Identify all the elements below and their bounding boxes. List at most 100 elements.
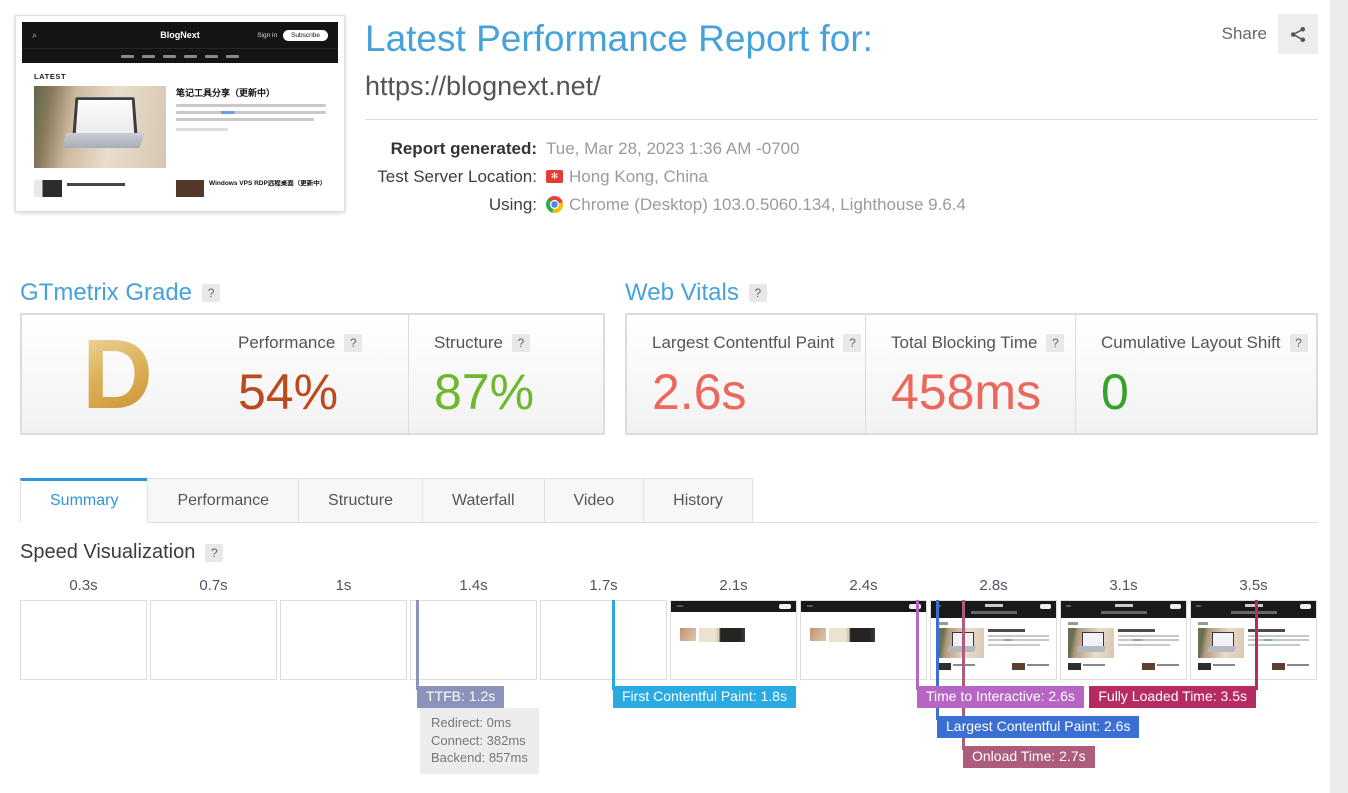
meta-value-text: Chrome (Desktop) 103.0.5060.134, Lightho… <box>569 194 966 214</box>
onload-time-label: Onload Time: 2.7s <box>963 746 1095 768</box>
meta-value: Chrome (Desktop) 103.0.5060.134, Lightho… <box>546 191 966 219</box>
chrome-icon <box>546 196 563 214</box>
detail-line: Redirect: 0ms <box>431 715 512 730</box>
first-contentful-paint-label: First Contentful Paint: 1.8s <box>613 686 796 708</box>
timeline-tick: 1.7s <box>589 577 618 594</box>
metric-label-text: Cumulative Layout Shift <box>1101 333 1281 352</box>
report-meta: Report generated: Tue, Mar 28, 2023 1:36 … <box>365 135 1318 219</box>
vitals-panel: Largest Contentful Paint? 2.6s Total Block… <box>625 313 1318 435</box>
metric-cumulative-layout-shift: Cumulative Layout Shift? 0 <box>1075 315 1312 433</box>
report-meta-row: Report generated: Tue, Mar 28, 2023 1:36 … <box>365 135 1318 163</box>
meta-label: Report generated: <box>390 138 537 158</box>
grade-letter: D <box>82 319 153 429</box>
hong-kong-flag-icon: ✻ <box>546 170 563 184</box>
meta-value: Tue, Mar 28, 2023 1:36 AM -0700 <box>546 135 800 163</box>
time-to-interactive-label: Time to Interactive: 2.6s <box>917 686 1084 708</box>
help-icon[interactable]: ? <box>748 284 767 302</box>
header-divider <box>365 118 1318 120</box>
help-icon[interactable]: ? <box>1046 334 1065 352</box>
metric-performance: Performance? 54% <box>213 315 408 433</box>
filmstrip-frame-1-4s <box>410 600 537 680</box>
site-signin-link: Sign in <box>257 31 278 39</box>
metric-structure: Structure? 87% <box>408 315 603 433</box>
largest-contentful-paint-label: Largest Contentful Paint: 2.6s <box>937 716 1140 738</box>
help-icon[interactable]: ? <box>205 543 224 562</box>
site-subscribe-button: Subscribe <box>283 29 328 41</box>
timeline-tick: 2.8s <box>979 577 1008 594</box>
share-button[interactable] <box>1278 14 1318 54</box>
largest-contentful-paint-marker-line <box>936 600 939 720</box>
share-label: Share <box>1221 24 1267 43</box>
metric-label: Largest Contentful Paint? <box>652 333 865 353</box>
onload-time-marker-line <box>962 600 965 750</box>
site-latest-label: LATEST <box>34 72 67 81</box>
mini-article-image <box>176 180 204 197</box>
detail-line: Backend: 857ms <box>431 750 528 765</box>
site-secondary-articles: Windows VPS RDP远程桌面（更新中） <box>22 180 338 197</box>
fully-loaded-time-label: Fully Loaded Time: 3.5s <box>1089 686 1256 708</box>
first-contentful-paint-marker-line <box>612 600 615 690</box>
timeline-tick: 2.4s <box>849 577 878 594</box>
meta-label: Using: <box>488 194 537 214</box>
page-scrollbar[interactable] <box>1330 0 1348 793</box>
timeline-tick: 0.7s <box>199 577 228 594</box>
metric-value: 458ms <box>891 364 1042 420</box>
mini-article-title-bar <box>67 183 125 186</box>
grade-section-heading: GTmetrix Grade ? <box>20 279 221 307</box>
metric-value: 87% <box>434 364 535 420</box>
metric-label: Cumulative Layout Shift? <box>1101 333 1312 353</box>
metric-label: Structure? <box>434 333 603 353</box>
page-title: Latest Performance Report for: <box>365 18 873 59</box>
help-icon[interactable]: ? <box>511 334 530 352</box>
ttfb-details: Redirect: 0ms Connect: 382ms Backend: 857m… <box>420 708 539 774</box>
tab-video[interactable]: Video <box>543 478 645 522</box>
timeline-tick: 1s <box>335 577 352 594</box>
metric-label-text: Performance <box>238 333 336 352</box>
tab-summary[interactable]: Summary <box>20 478 149 523</box>
laptop-photo <box>34 86 166 168</box>
metric-value: 0 <box>1101 364 1129 420</box>
meta-label: Test Server Location: <box>377 166 537 186</box>
site-preview-thumbnail: ⌕ BlogNext Sign in Subscribe LATEST 笔记工具… <box>15 15 345 212</box>
grade-panel: D Performance? 54% Structure? 87% <box>20 313 605 435</box>
site-article-title: 笔记工具分享（更新中） <box>176 88 276 98</box>
mini-article-image <box>34 180 62 197</box>
tab-history[interactable]: History <box>643 478 753 522</box>
help-icon[interactable]: ? <box>1289 334 1308 352</box>
metric-label: Total Blocking Time? <box>891 333 1075 353</box>
metric-value: 2.6s <box>652 364 747 420</box>
metric-largest-contentful-paint: Largest Contentful Paint? 2.6s <box>627 315 865 433</box>
ttfb-marker-line <box>416 600 419 690</box>
meta-value: ✻ Hong Kong, China <box>546 163 708 191</box>
tab-performance[interactable]: Performance <box>147 478 300 522</box>
report-tabs: Summary Performance Structure Waterfall Vide… <box>20 478 1318 523</box>
site-featured-article: 笔记工具分享（更新中） <box>22 86 338 168</box>
meta-value-text: Hong Kong, China <box>569 166 708 186</box>
timeline-tick: 3.1s <box>1109 577 1138 594</box>
speed-visualization-heading: Speed Visualization ? <box>20 541 224 564</box>
site-preview-header: ⌕ BlogNext Sign in Subscribe <box>22 22 338 48</box>
site-article2-title: Windows VPS RDP远程桌面（更新中） <box>209 180 326 187</box>
metric-total-blocking-time: Total Blocking Time? 458ms <box>865 315 1075 433</box>
timeline-tick: 1.4s <box>459 577 488 594</box>
fully-loaded-time-marker-line <box>1255 600 1258 690</box>
tab-structure[interactable]: Structure <box>298 478 423 522</box>
filmstrip-frame-3-5s <box>1190 600 1317 680</box>
timeline-tick: 0.3s <box>69 577 98 594</box>
help-icon[interactable]: ? <box>344 334 363 352</box>
filmstrip-frame-0-3s <box>20 600 147 680</box>
help-icon[interactable]: ? <box>202 284 221 302</box>
report-meta-row: Using: Chrome (Desktop) 103.0.5060.134, L… <box>365 191 1318 219</box>
timeline-tick: 3.5s <box>1239 577 1268 594</box>
report-url: https://blognext.net/ <box>365 70 601 101</box>
metric-label: Performance? <box>238 333 408 353</box>
vitals-section-heading: Web Vitals ? <box>625 279 767 307</box>
time-to-interactive-marker-line <box>916 600 919 690</box>
search-icon: ⌕ <box>32 29 38 40</box>
filmstrip-frame-2-4s <box>800 600 927 680</box>
filmstrip-frame-1s <box>280 600 407 680</box>
metric-label-text: Total Blocking Time <box>891 333 1038 352</box>
tab-waterfall[interactable]: Waterfall <box>421 478 545 522</box>
help-icon[interactable]: ? <box>843 334 862 352</box>
